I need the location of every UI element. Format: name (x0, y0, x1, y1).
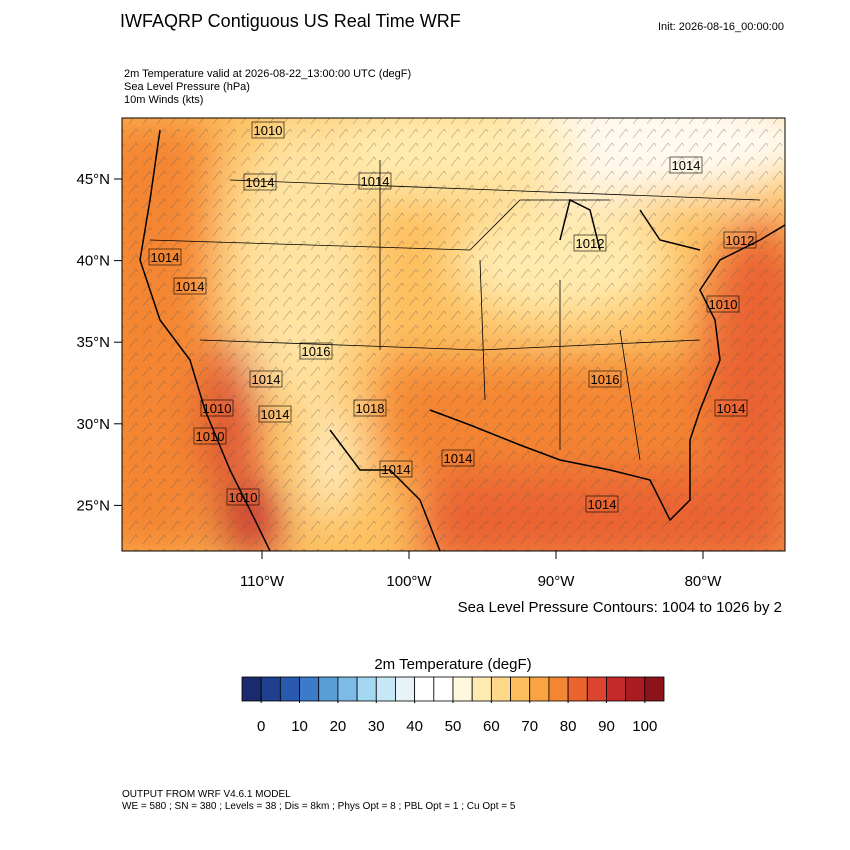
lat-tick-label: 30°N (76, 416, 110, 433)
contour-label: 1014 (672, 158, 701, 173)
lat-tick-label: 45°N (76, 171, 110, 188)
colorbar-tick-label: 70 (521, 718, 538, 735)
contour-label-box (173, 277, 207, 295)
colorbar-swatch (318, 676, 339, 702)
contour-label-box (441, 449, 475, 467)
colorbar-swatch (395, 676, 416, 702)
contour-label: 1014 (261, 407, 290, 422)
contour-label-box (706, 295, 740, 313)
contour-label-box (249, 370, 283, 388)
colorbar-swatch (586, 676, 607, 702)
lat-tick-label: 35°N (76, 334, 110, 351)
colorbar-tick-label: 90 (598, 718, 615, 735)
contour-label: 1014 (246, 175, 275, 190)
colorbar-swatch (433, 676, 454, 702)
title: IWFAQRP Contiguous US Real Time WRF (120, 11, 461, 31)
colorbar-swatch (279, 676, 300, 702)
lon-tick-label: 90°W (538, 573, 576, 590)
colorbar-tick-label: 60 (483, 718, 500, 735)
contour-label: 1016 (302, 344, 331, 359)
contour-label-box (585, 495, 619, 513)
colorbar-swatch (299, 676, 320, 702)
contour-label: 1016 (591, 372, 620, 387)
colorbar-swatch (567, 676, 588, 702)
contour-label-box (243, 173, 277, 191)
map-field: 1010 1014 1014 1014 1014 1014 1012 1012 1010 1014… (122, 118, 785, 551)
contour-label: 1012 (726, 233, 755, 248)
contour-label-box (588, 370, 622, 388)
lon-tick-label: 100°W (386, 573, 432, 590)
lon-tick-label: 110°W (240, 573, 285, 590)
colorbar-tick-label: 20 (330, 718, 347, 735)
colorbar-swatch (548, 676, 569, 702)
colorbar-swatch (375, 676, 396, 702)
footer-line: WE = 580 ; SN = 380 ; Levels = 38 ; Dis … (122, 801, 516, 812)
lat-tick-label: 25°N (76, 497, 110, 514)
contour-label-box (226, 488, 260, 506)
contour-label: 1018 (356, 401, 385, 416)
colorbar-swatch (356, 676, 377, 702)
contour-label: 1010 (196, 429, 225, 444)
contour-label-box (148, 248, 182, 266)
field-label: Sea Level Pressure (hPa) (124, 81, 250, 93)
colorbar-tick-label: 80 (560, 718, 577, 735)
contour-label: 1014 (717, 401, 746, 416)
map-frame (121, 117, 786, 552)
field-label: 2m Temperature valid at 2026-08-22_13:00… (124, 68, 411, 80)
lat-tick-label: 40°N (76, 253, 110, 270)
colorbar-swatch (529, 676, 550, 702)
contour-label: 1014 (361, 174, 390, 189)
colorbar-tick-label: 0 (257, 718, 265, 735)
contour-label-box (251, 121, 285, 139)
contour-label: 1014 (588, 497, 617, 512)
contour-label-box (714, 399, 748, 417)
contour-label-box (299, 342, 333, 360)
footer-line: OUTPUT FROM WRF V4.6.1 MODEL (122, 789, 291, 800)
contour-label-box (258, 405, 292, 423)
init-time: Init: 2026-08-16_00:00:00 (658, 21, 784, 33)
colorbar-swatch (452, 676, 473, 702)
colorbar-swatch (471, 676, 492, 702)
lon-tick-label: 80°W (685, 573, 723, 590)
contour-label-box (723, 231, 757, 249)
contour-label-box (193, 427, 227, 445)
colorbar-tick-label: 40 (406, 718, 423, 735)
contour-label: 1014 (252, 372, 281, 387)
colorbar-tick-label: 10 (291, 718, 308, 735)
colorbar-swatch (414, 676, 435, 702)
colorbar-swatch (490, 676, 511, 702)
field-label: 10m Winds (kts) (124, 94, 203, 106)
contour-label: 1014 (382, 462, 411, 477)
colorbar-swatch (260, 676, 281, 702)
contour-label: 1014 (151, 250, 180, 265)
contour-label-box (200, 399, 234, 417)
contour-label: 1010 (229, 490, 258, 505)
contour-label: 1010 (203, 401, 232, 416)
contour-note: Sea Level Pressure Contours: 1004 to 102… (458, 599, 782, 616)
colorbar-tick-label: 100 (632, 718, 657, 735)
contour-label-box (669, 156, 703, 174)
colorbar-swatch (337, 676, 358, 702)
contour-label: 1014 (176, 279, 205, 294)
colorbar-tick-label: 30 (368, 718, 385, 735)
contour-label-box (379, 460, 413, 478)
colorbar-swatch (510, 676, 531, 702)
contour-label: 1010 (254, 123, 283, 138)
contour-label: 1012 (576, 236, 605, 251)
contour-label-box (358, 172, 392, 190)
contour-label: 1010 (709, 297, 738, 312)
contour-label-box (353, 399, 387, 417)
colorbar-tick-label: 50 (445, 718, 462, 735)
colorbar-swatch (241, 676, 262, 702)
colorbar-swatch (644, 676, 665, 702)
colorbar-swatch (625, 676, 646, 702)
colorbar-swatch (606, 676, 627, 702)
contour-label: 1014 (444, 451, 473, 466)
contour-label-box (573, 234, 607, 252)
colorbar-title: 2m Temperature (degF) (374, 656, 531, 673)
